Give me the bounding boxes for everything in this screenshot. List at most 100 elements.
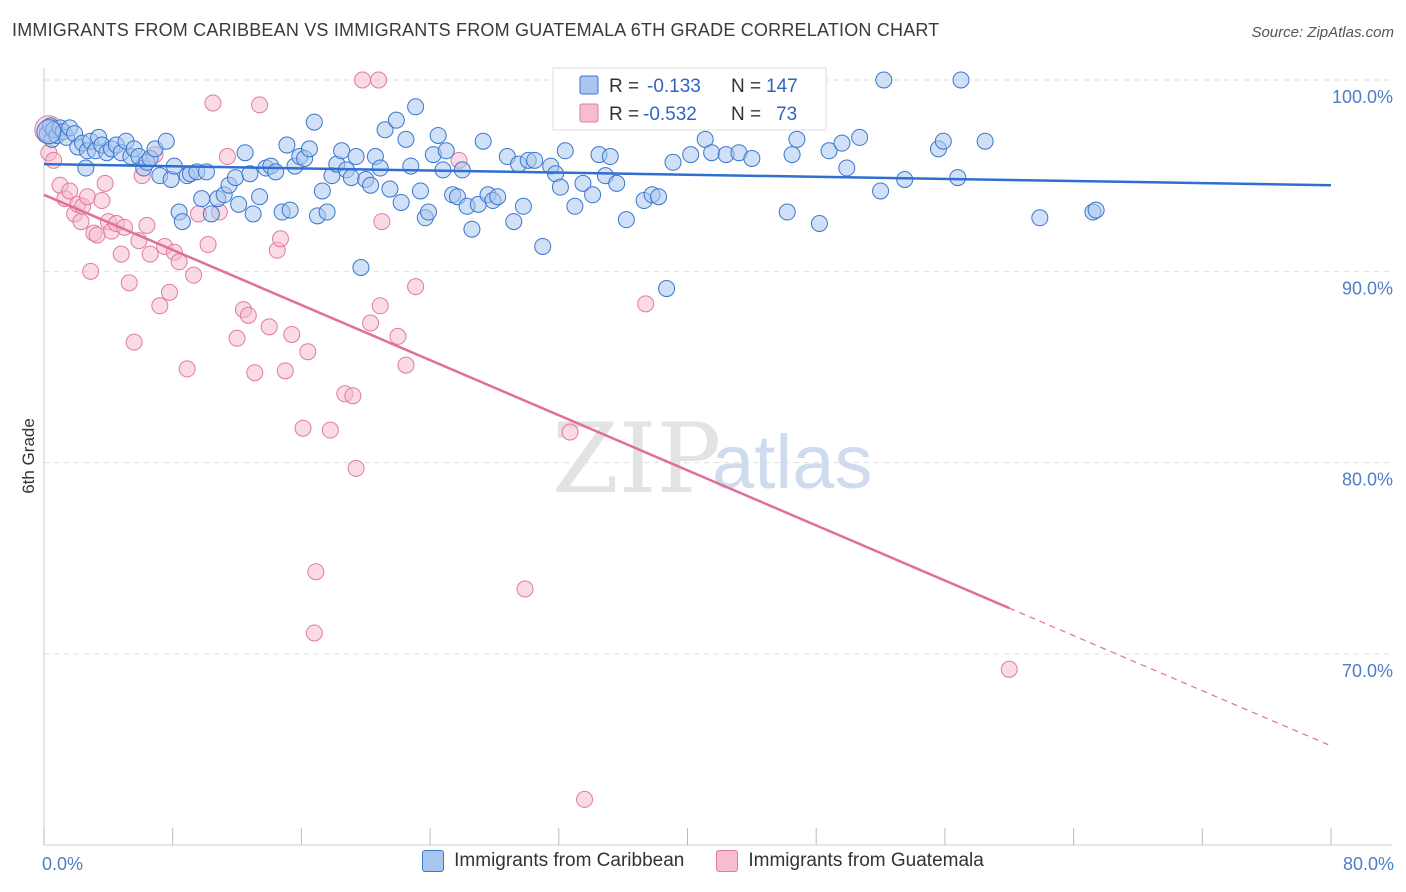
guatemala-point [160,283,178,301]
y-tick-label-70: 70.0% [1342,661,1393,681]
guatemala-point [389,327,407,345]
chart-title: IMMIGRANTS FROM CARIBBEAN VS IMMIGRANTS … [12,20,940,40]
guatemala-point [239,306,257,324]
guatemala-point [88,226,106,244]
caribbean-point [820,142,838,160]
caribbean-point [1087,201,1105,219]
caribbean-point [534,237,552,255]
caribbean-point [419,203,437,221]
trend-line-guatemala [43,193,1010,610]
watermark-atlas: atlas [712,420,873,505]
guatemala-point [347,459,365,477]
caribbean-point [371,159,389,177]
caribbean-point [36,119,62,145]
guatemala-point [82,262,100,280]
caribbean-points [36,71,1105,298]
guatemala-point [283,325,301,343]
trend-lines [43,162,1332,747]
gridlines [44,79,1392,655]
caribbean-point [437,142,455,160]
caribbean-point [387,111,405,129]
caribbean-point [251,188,269,206]
guatemala-point [276,362,294,380]
guatemala-point [246,364,264,382]
caribbean-point [952,71,970,89]
guatemala-point [576,790,594,808]
guatemala-point [637,295,655,313]
caribbean-point [226,169,244,187]
stats-n-value-1: 147 [766,76,798,97]
caribbean-point [241,165,259,183]
caribbean-point [551,178,569,196]
caribbean-point [851,128,869,146]
caribbean-point [574,174,592,192]
guatemala-point [294,419,312,437]
source-label: Source: ZipAtlas.com [1251,24,1394,41]
guatemala-point [178,360,196,378]
caribbean-point [650,188,668,206]
caribbean-point [305,113,323,131]
guatemala-point [260,318,278,336]
caribbean-point [682,146,700,164]
stats-swatch-guatemala [579,103,599,123]
y-tick-label-90: 90.0% [1342,278,1393,298]
y-tick-label-80: 80.0% [1342,470,1393,490]
stats-n-label-2: N = [731,104,761,125]
caribbean-point [244,205,262,223]
axes [43,68,1392,846]
x-tick-label-left: 0.0% [42,854,83,874]
guatemala-point [141,245,159,263]
caribbean-point [788,130,806,148]
caribbean-point [77,159,95,177]
guatemala-point [138,216,156,234]
guatemala-point [151,297,169,315]
guatemala-point [344,387,362,405]
caribbean-point [362,176,380,194]
caribbean-point [429,126,447,144]
guatemala-point [362,314,380,332]
stats-r-value-1: -0.133 [647,76,701,97]
guatemala-point [370,71,388,89]
guatemala-point [199,236,217,254]
caribbean-point [875,71,893,89]
caribbean-point [584,186,602,204]
caribbean-point [833,134,851,152]
caribbean-point [230,195,248,213]
legend-label-caribbean: Immigrants from Caribbean [454,850,685,871]
guatemala-point [397,356,415,374]
y-tick-labels: 100.0% 90.0% 80.0% 70.0% [1332,87,1393,681]
caribbean-point [810,215,828,232]
caribbean-point [664,153,682,171]
caribbean-point [838,159,856,177]
guatemala-point [78,188,96,206]
caribbean-point [556,142,574,160]
guatemala-point [561,423,579,441]
guatemala-point [228,329,246,347]
y-axis-label: 6th Grade [19,418,38,494]
caribbean-point [601,148,619,166]
guatemala-point [93,192,111,210]
caribbean-point [318,203,336,221]
y-tick-label-100: 100.0% [1332,87,1393,107]
stats-n-label-1: N = [731,76,761,97]
caribbean-point [278,136,296,154]
guatemala-point [218,148,236,166]
caribbean-point [474,132,492,150]
stats-swatch-caribbean [579,75,599,95]
caribbean-point [342,169,360,187]
caribbean-point [173,213,191,231]
guatemala-point [45,151,63,169]
guatemala-point [112,245,130,263]
guatemala-point [271,230,289,248]
guatemala-point [72,213,90,231]
stats-r-label-1: R = [609,76,639,97]
trend-line-caribbean [43,162,1332,187]
caribbean-point [347,148,365,166]
caribbean-point [463,220,481,238]
legend-item-guatemala: Immigrants from Guatemala [716,850,984,872]
caribbean-point [392,193,410,211]
stats-n-value-2: 73 [776,104,797,125]
caribbean-point [376,121,394,139]
guatemala-point [185,266,203,284]
caribbean-point [608,174,626,192]
